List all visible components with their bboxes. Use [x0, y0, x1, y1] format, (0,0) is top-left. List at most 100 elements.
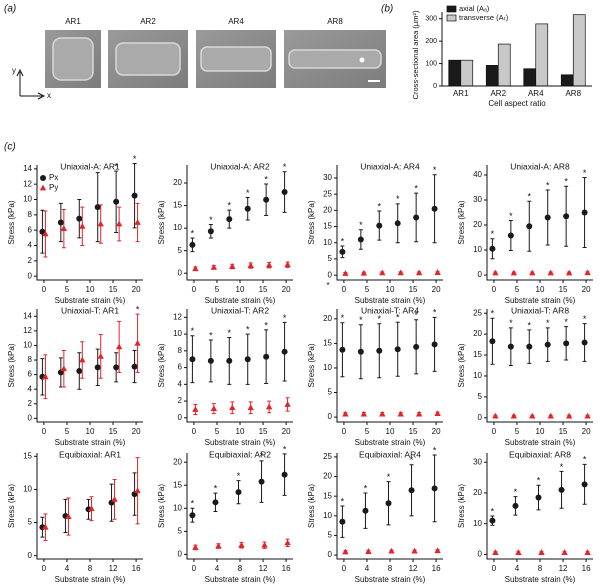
y-axis-title: Stress (kPa) — [157, 484, 166, 528]
y-tick-label: 15 — [323, 222, 332, 231]
point — [431, 341, 438, 348]
y-tick-label: 14 — [23, 164, 32, 173]
x-tick-label: 15 — [109, 427, 118, 436]
y-tick-label: 10 — [473, 245, 482, 254]
point — [229, 263, 236, 269]
point — [226, 216, 233, 223]
x-tick-label: 0 — [42, 285, 47, 294]
significance-mark: * — [341, 313, 345, 323]
y-tick-label: 10 — [173, 223, 182, 232]
point — [42, 373, 49, 380]
point — [507, 343, 514, 350]
point — [431, 205, 438, 212]
point — [284, 401, 291, 407]
significance-mark: * — [191, 499, 195, 509]
point — [39, 228, 46, 235]
point — [339, 346, 346, 353]
significance-mark: * — [564, 177, 568, 187]
x-tick-label: 15 — [409, 427, 418, 436]
point — [60, 225, 68, 232]
bar — [560, 74, 574, 87]
x-tick-label: 4 — [65, 564, 70, 573]
x-tick-label: 5 — [515, 427, 520, 436]
point — [111, 495, 118, 502]
cell-outline — [52, 37, 94, 81]
y-tick-label: 10 — [323, 363, 332, 372]
axis-line — [36, 453, 143, 560]
point — [544, 341, 551, 348]
x-tick-label: 0 — [192, 285, 197, 294]
point — [397, 410, 404, 417]
x-tick-label: 0 — [342, 564, 347, 573]
x-tick-label: 10 — [86, 427, 95, 436]
bar — [535, 23, 549, 87]
point — [281, 471, 288, 478]
significance-mark: * — [209, 215, 213, 225]
x-axis-title: Substrate strain (%) — [355, 438, 426, 447]
panel-label: (c) — [4, 142, 16, 153]
point — [397, 269, 404, 276]
x-tick-label: 15 — [259, 285, 268, 294]
significance-mark: * — [564, 317, 568, 327]
significance-mark: * — [264, 174, 268, 184]
image-label: AR4 — [228, 17, 244, 26]
point — [529, 412, 536, 419]
point — [376, 347, 383, 354]
significance-mark: * — [396, 313, 400, 323]
significance-mark: * — [246, 324, 250, 334]
significance-mark: * — [583, 168, 587, 178]
x-tick-label: AR4 — [528, 89, 544, 98]
image-label: AR8 — [327, 17, 343, 26]
chart-title: Uniaxial-A: AR8 — [510, 161, 570, 171]
point — [42, 230, 49, 237]
point — [515, 549, 522, 555]
x-tick-label: 10 — [536, 427, 545, 436]
y-tick-label: 20 — [473, 329, 482, 338]
point — [379, 269, 386, 276]
x-tick-label: 0 — [492, 285, 497, 294]
point — [210, 405, 218, 412]
significance-mark: * — [491, 229, 495, 239]
y-tick-label: 5 — [178, 526, 183, 535]
axis-line — [336, 453, 443, 560]
significance-mark: * — [283, 313, 287, 323]
x-tick-label: 5 — [365, 285, 370, 294]
y-tick-label: 25 — [323, 189, 332, 198]
point — [565, 412, 573, 419]
y-tick-label: 10 — [23, 485, 32, 494]
significance-mark: * — [509, 211, 513, 221]
y-tick-label: 30 — [473, 457, 482, 466]
x-tick-label: 12 — [409, 564, 418, 573]
significance-mark: * — [191, 326, 195, 336]
point — [76, 367, 83, 374]
point — [357, 236, 364, 243]
y-tick-label: 4 — [28, 241, 33, 250]
y-tick-label: 0 — [478, 270, 483, 279]
point — [434, 410, 441, 417]
significance-mark: * — [133, 154, 137, 164]
x-axis-title: Substrate strain (%) — [505, 575, 576, 584]
point — [544, 214, 551, 221]
significance-mark: * — [378, 314, 382, 324]
axis-arrows — [16, 68, 46, 100]
point — [342, 270, 349, 276]
significance-mark: * — [283, 162, 287, 172]
point — [229, 404, 236, 411]
chart-title: Uniaxial-T: AR1 — [61, 305, 119, 315]
point — [76, 215, 83, 222]
axis-line — [486, 165, 593, 281]
significance-mark: * — [528, 320, 532, 330]
y-tick-label: 8 — [28, 355, 33, 364]
significance-mark: * — [228, 200, 232, 210]
y-tick-label: 10 — [23, 195, 32, 204]
point — [284, 539, 291, 546]
point — [434, 547, 441, 554]
y-tick-label: 0 — [328, 550, 333, 559]
y-tick-label: 14 — [23, 311, 32, 320]
point — [88, 505, 95, 512]
y-tick-label: 0 — [178, 413, 183, 422]
x-tick-label: 8 — [388, 564, 393, 573]
significance-mark: * — [528, 192, 532, 202]
point — [431, 485, 438, 492]
y-axis-title: Stress (kPa) — [307, 484, 316, 528]
